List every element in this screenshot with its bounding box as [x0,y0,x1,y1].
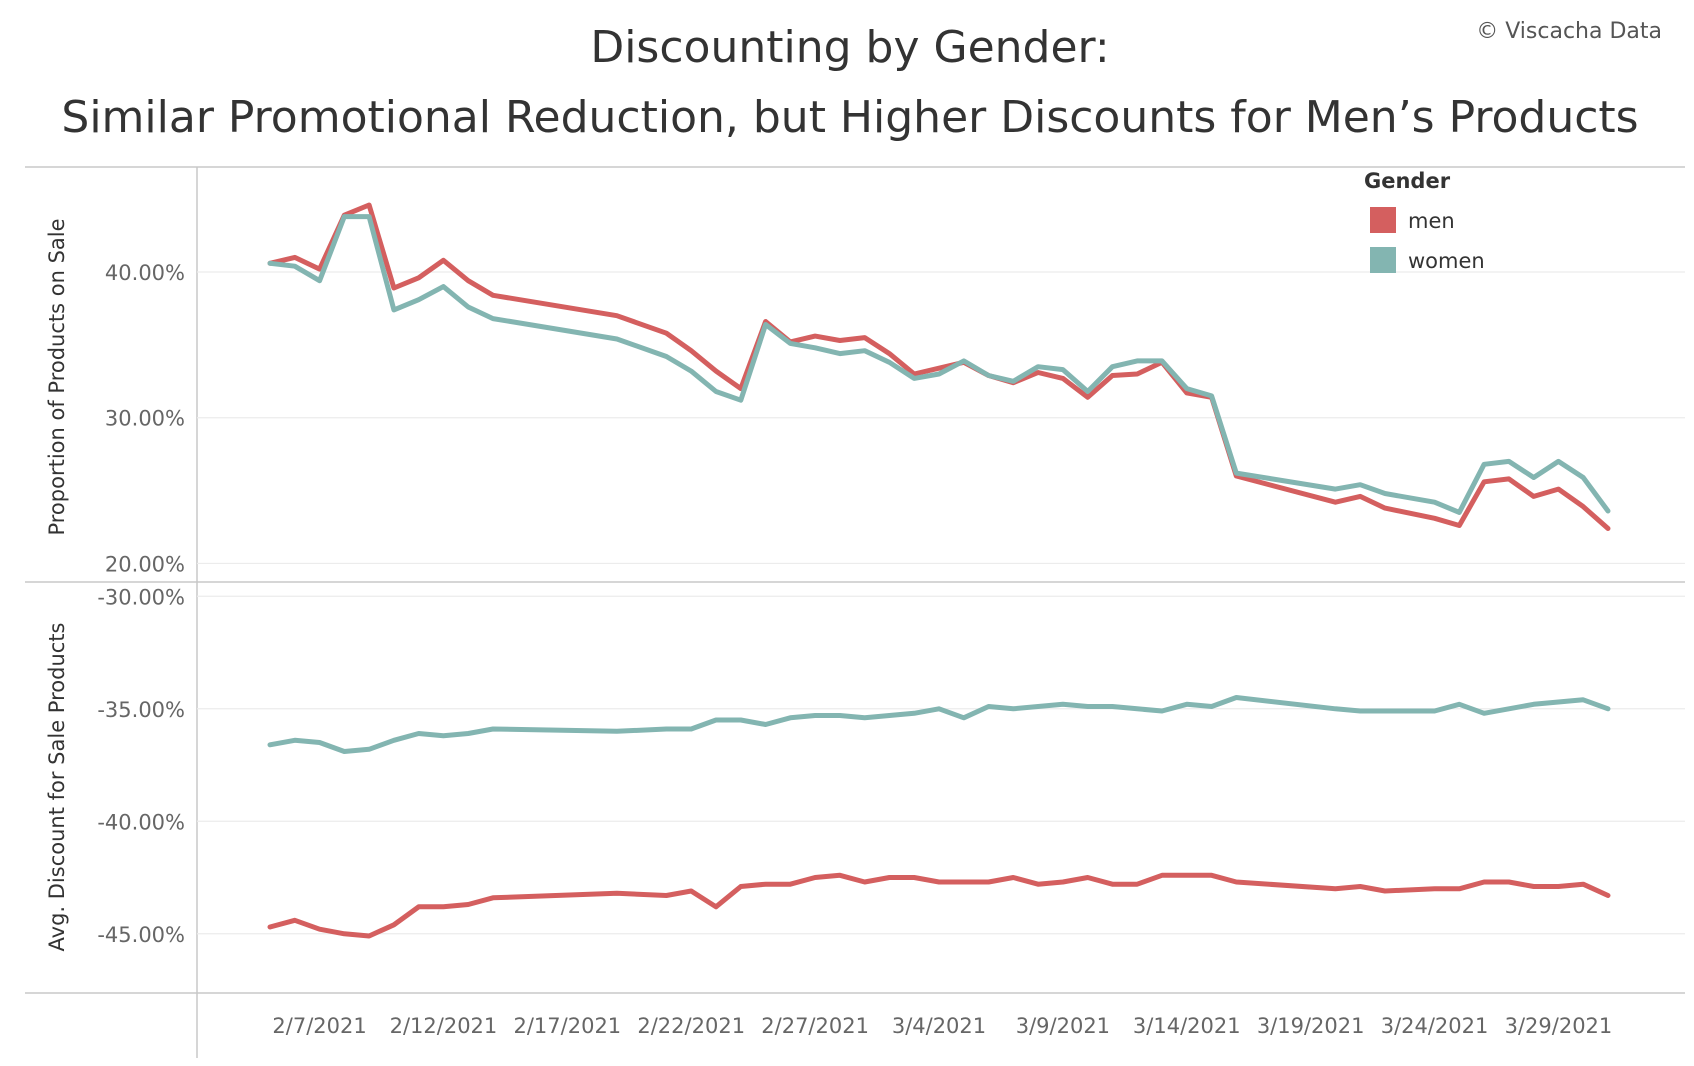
x-tick-label: 3/4/2021 [892,1014,986,1038]
bottom-y-tick-label: -45.00% [97,923,185,947]
x-tick-label: 2/12/2021 [390,1014,498,1038]
bottom-y-tick-label: -30.00% [97,585,185,609]
bottom-series-line-women [267,695,1611,754]
legend-label-men: men [1408,209,1455,233]
top-series-line-women [267,214,1611,515]
top-y-tick-label: 30.00% [105,407,185,431]
legend-label-women: women [1408,249,1485,273]
legend-title: Gender [1364,169,1451,193]
top-series-group [267,202,1611,531]
x-tick-label: 2/27/2021 [761,1014,869,1038]
bottom-y-tick-label: -35.00% [97,698,185,722]
x-tick-label: 2/7/2021 [272,1014,366,1038]
bottom-y-tick-labels: -45.00% -40.00% -35.00% -30.00% [97,585,185,947]
top-y-tick-label: 20.00% [105,552,185,576]
credit-text: © Viscacha Data [1476,19,1662,44]
x-tick-label: 2/17/2021 [513,1014,621,1038]
legend-swatch-women [1370,247,1396,273]
x-tick-label: 3/9/2021 [1016,1014,1110,1038]
x-tick-label: 3/29/2021 [1505,1014,1613,1038]
top-y-tick-labels: 20.00% 30.00% 40.00% [105,261,185,576]
chart-title-line-1: Discounting by Gender: [590,22,1109,73]
x-tick-labels: 2/7/2021 2/12/2021 2/17/2021 2/22/2021 2/27/… [272,1014,1612,1038]
x-tick-label: 3/14/2021 [1133,1014,1241,1038]
top-y-axis-title: Proportion of Products on Sale [45,218,69,535]
legend-swatch-men [1370,207,1396,233]
chart-title-line-2: Similar Promotional Reduction, but Highe… [61,92,1638,143]
chart-frame [25,166,1685,1058]
bottom-y-axis-title: Avg. Discount for Sale Products [45,623,69,952]
x-tick-label: 3/19/2021 [1257,1014,1365,1038]
bottom-series-line-men [267,872,1611,939]
bottom-y-tick-label: -40.00% [97,810,185,834]
legend[interactable]: Gender men women [1364,169,1485,273]
bottom-series-group [267,695,1611,939]
top-gridlines [197,271,1685,565]
x-tick-label: 3/24/2021 [1381,1014,1489,1038]
top-y-tick-label: 40.00% [105,261,185,285]
x-tick-label: 2/22/2021 [637,1014,745,1038]
